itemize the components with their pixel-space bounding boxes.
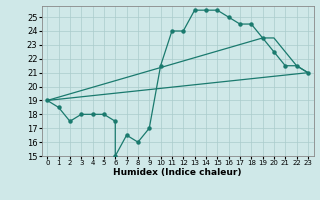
- X-axis label: Humidex (Indice chaleur): Humidex (Indice chaleur): [113, 168, 242, 177]
